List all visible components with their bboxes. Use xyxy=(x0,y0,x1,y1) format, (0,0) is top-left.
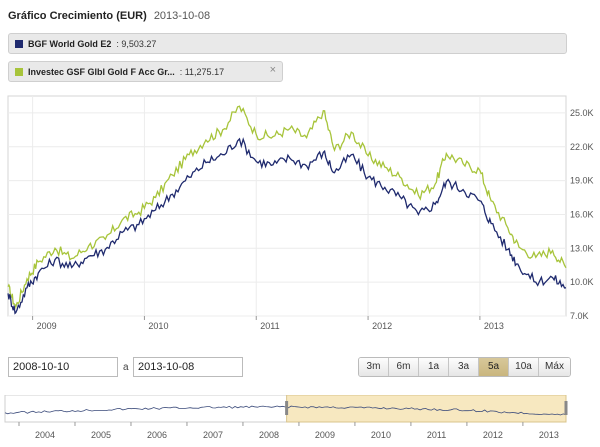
to-date-input[interactable] xyxy=(133,357,243,377)
range-button-5a[interactable]: 5a xyxy=(479,358,509,376)
navigator-year-label: 2004 xyxy=(35,430,55,440)
y-tick-label: 19.0K xyxy=(570,176,594,186)
x-tick-label: 2011 xyxy=(260,321,279,331)
x-tick-label: 2012 xyxy=(372,321,392,331)
range-buttons: 3m 6m 1a 3a 5a 10a Máx xyxy=(358,357,571,377)
x-tick-label: 2013 xyxy=(484,321,504,331)
navigator-year-label: 2007 xyxy=(203,430,223,440)
navigator-year-label: 2008 xyxy=(259,430,279,440)
legend-value: : 11,275.17 xyxy=(179,66,225,77)
range-button-6m[interactable]: 6m xyxy=(389,358,419,376)
legend-name: BGF World Gold E2 xyxy=(28,38,112,49)
chart-title-text: Gráfico Crecimiento (EUR) xyxy=(8,10,147,22)
range-separator: a xyxy=(123,362,129,373)
range-button-10a[interactable]: 10a xyxy=(509,358,539,376)
close-icon[interactable]: × xyxy=(269,64,276,76)
navigator-handle-left[interactable] xyxy=(285,401,289,415)
navigator-year-label: 2009 xyxy=(315,430,335,440)
y-tick-label: 7.0K xyxy=(570,311,589,321)
range-button-3a[interactable]: 3a xyxy=(449,358,479,376)
legend-item-investec[interactable]: Investec GSF Glbl Gold F Acc Gr... : 11,… xyxy=(8,61,283,82)
navigator-year-label: 2012 xyxy=(483,430,503,440)
plot-area xyxy=(7,95,567,317)
series-swatch xyxy=(15,39,23,48)
chart-date: 2013-10-08 xyxy=(153,10,211,22)
navigator[interactable]: 2004 2005 2006 2007 2008 2009 2010 2011 2012 2013 xyxy=(0,395,600,447)
navigator-year-label: 2011 xyxy=(427,430,446,440)
x-tick-label: 2010 xyxy=(148,321,168,331)
range-button-max[interactable]: Máx xyxy=(539,358,570,376)
range-button-3m[interactable]: 3m xyxy=(359,358,389,376)
y-tick-label: 25.0K xyxy=(570,108,594,118)
legend-name: Investec GSF Glbl Gold F Acc Gr... xyxy=(28,66,175,77)
navigator-year-label: 2010 xyxy=(371,430,391,440)
legend-item-bgf[interactable]: BGF World Gold E2 : 9,503.27 xyxy=(8,33,567,54)
chart-title: Gráfico Crecimiento (EUR) 2013-10-08 xyxy=(8,10,210,22)
navigator-year-label: 2013 xyxy=(539,430,559,440)
y-tick-label: 13.0K xyxy=(570,243,594,253)
range-button-1a[interactable]: 1a xyxy=(419,358,449,376)
legend-value: : 9,503.27 xyxy=(116,38,157,49)
y-tick-label: 10.0K xyxy=(570,277,594,287)
x-tick-label: 2009 xyxy=(37,321,57,331)
navigator-year-label: 2005 xyxy=(91,430,111,440)
series-line-investec xyxy=(7,105,567,310)
series-line-bgf xyxy=(7,137,567,315)
range-controls: a 3m 6m 1a 3a 5a 10a Máx xyxy=(0,356,600,380)
y-tick-label: 22.0K xyxy=(570,142,594,152)
navigator-handle-right[interactable] xyxy=(564,401,568,415)
line-chart: 2009 2010 2011 2012 2013 25.0K 22.0K 19.0K 16.0… xyxy=(7,95,594,331)
series-swatch xyxy=(15,67,23,76)
navigator-year-label: 2006 xyxy=(147,430,167,440)
from-date-input[interactable] xyxy=(8,357,118,377)
y-tick-label: 16.0K xyxy=(570,209,594,219)
